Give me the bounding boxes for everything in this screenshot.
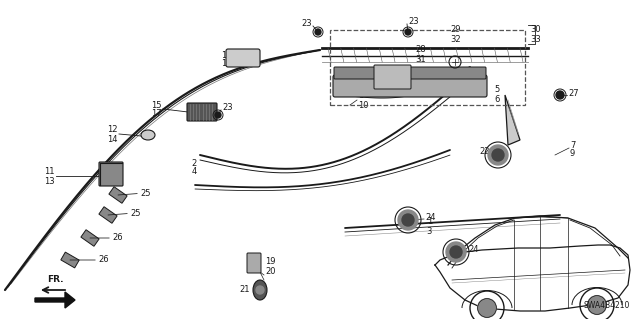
- Text: 17: 17: [152, 109, 162, 118]
- Circle shape: [556, 91, 564, 99]
- FancyBboxPatch shape: [374, 65, 411, 89]
- Circle shape: [488, 145, 508, 165]
- Circle shape: [477, 299, 497, 317]
- Text: 32: 32: [450, 34, 461, 43]
- FancyBboxPatch shape: [99, 162, 123, 186]
- Ellipse shape: [141, 130, 155, 140]
- Text: 12: 12: [108, 125, 118, 135]
- Circle shape: [215, 112, 221, 118]
- FancyBboxPatch shape: [333, 75, 487, 97]
- FancyBboxPatch shape: [187, 103, 217, 121]
- Text: 15: 15: [152, 100, 162, 109]
- Text: 4: 4: [192, 167, 197, 176]
- Text: 9: 9: [570, 150, 575, 159]
- Polygon shape: [61, 252, 79, 268]
- Text: 7: 7: [570, 140, 575, 150]
- Circle shape: [402, 214, 414, 226]
- Text: 3: 3: [427, 226, 432, 235]
- Text: 2: 2: [192, 159, 197, 167]
- Text: 29: 29: [450, 26, 461, 34]
- FancyBboxPatch shape: [247, 253, 261, 273]
- Text: SWA4B4210: SWA4B4210: [584, 301, 630, 310]
- Text: 18: 18: [221, 60, 232, 69]
- Circle shape: [450, 246, 462, 258]
- Text: 14: 14: [108, 135, 118, 144]
- Text: 20: 20: [265, 266, 275, 276]
- Circle shape: [315, 29, 321, 35]
- Circle shape: [588, 296, 606, 314]
- Text: 5: 5: [495, 85, 500, 94]
- Text: 19: 19: [265, 257, 275, 266]
- Text: FR.: FR.: [47, 275, 63, 284]
- Text: 24: 24: [425, 212, 435, 221]
- Polygon shape: [505, 95, 520, 145]
- Circle shape: [398, 210, 418, 230]
- Text: 13: 13: [44, 176, 55, 186]
- Circle shape: [446, 242, 466, 262]
- Circle shape: [256, 286, 264, 294]
- Polygon shape: [99, 207, 117, 223]
- Text: 21: 21: [239, 286, 250, 294]
- Text: 31: 31: [415, 55, 426, 63]
- Text: 24: 24: [468, 244, 479, 254]
- Text: 26: 26: [90, 234, 123, 242]
- Text: 30: 30: [530, 26, 541, 34]
- Text: 28: 28: [415, 46, 426, 55]
- Text: 33: 33: [530, 34, 541, 43]
- FancyBboxPatch shape: [226, 49, 260, 67]
- Text: 23: 23: [222, 103, 232, 113]
- Text: 26: 26: [70, 256, 109, 264]
- Text: 23: 23: [301, 19, 312, 28]
- FancyBboxPatch shape: [334, 67, 486, 79]
- Polygon shape: [109, 187, 127, 203]
- Polygon shape: [81, 230, 99, 246]
- Circle shape: [492, 149, 504, 161]
- Text: 25: 25: [108, 209, 141, 218]
- Text: 1: 1: [427, 218, 432, 226]
- Text: 27: 27: [568, 88, 579, 98]
- Bar: [330, 30, 525, 105]
- Text: 11: 11: [45, 167, 55, 176]
- Polygon shape: [35, 292, 75, 308]
- Text: 22: 22: [479, 147, 490, 157]
- Ellipse shape: [253, 280, 267, 300]
- Text: 16: 16: [221, 50, 232, 60]
- Circle shape: [405, 29, 411, 35]
- Text: 23: 23: [408, 18, 419, 26]
- Text: 8: 8: [358, 92, 364, 100]
- Text: 10: 10: [358, 100, 369, 109]
- Text: 6: 6: [495, 94, 500, 103]
- Text: 25: 25: [118, 189, 150, 197]
